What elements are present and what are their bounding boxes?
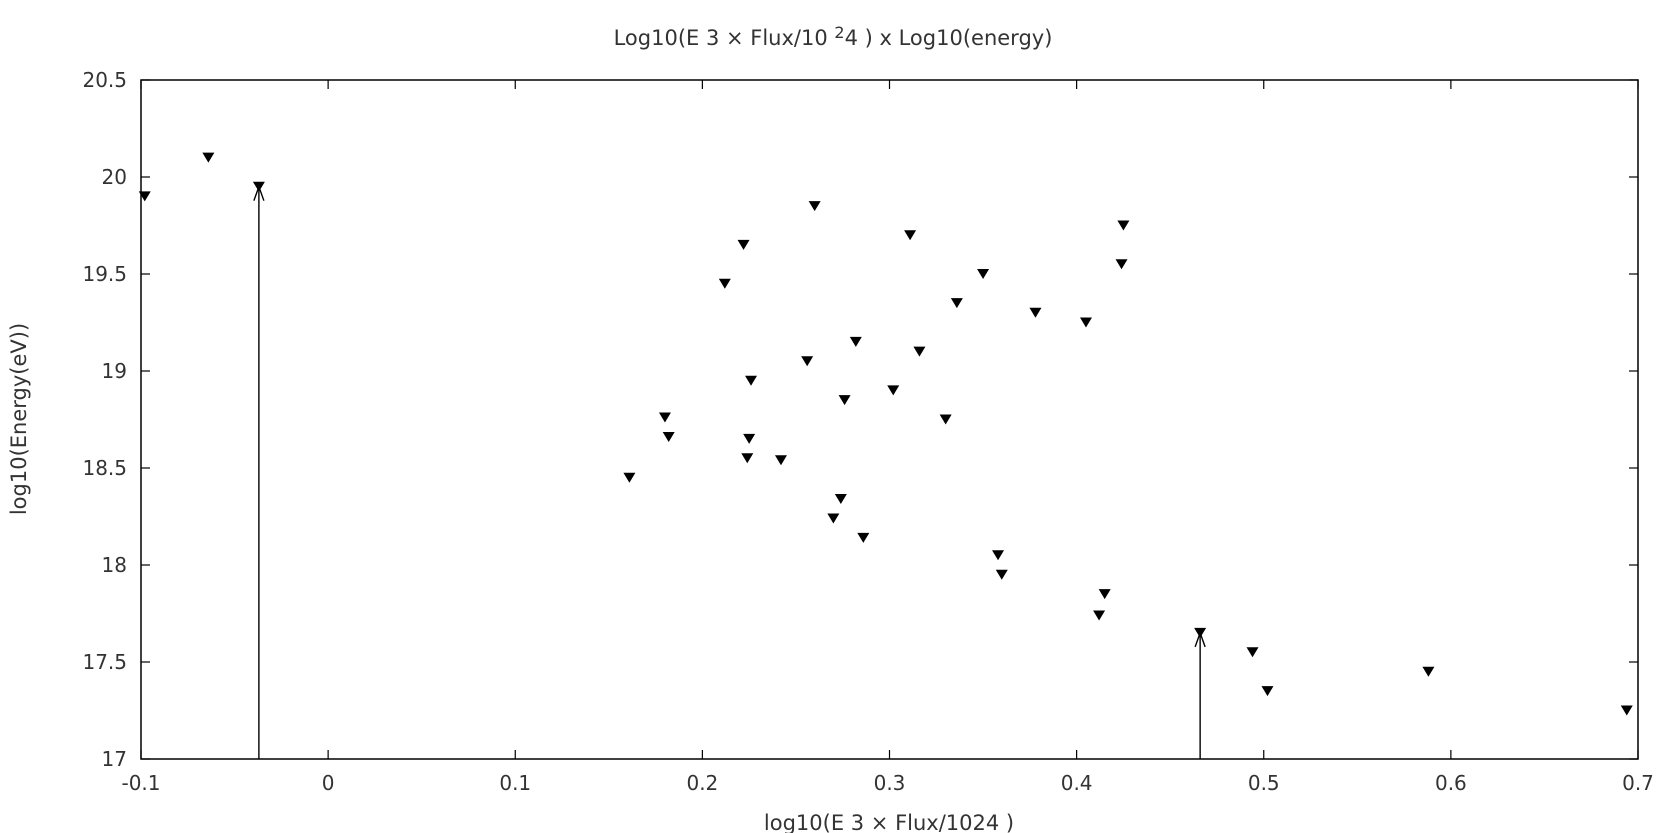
data-point xyxy=(904,230,917,241)
data-point xyxy=(138,191,151,202)
data-point xyxy=(977,269,990,279)
data-point xyxy=(252,181,265,192)
y-tick-label: 17 xyxy=(102,747,127,771)
data-point xyxy=(1620,705,1633,716)
data-point xyxy=(992,550,1005,561)
y-tick-label: 20.5 xyxy=(82,68,127,92)
y-tick-label: 19.5 xyxy=(82,262,127,286)
data-point xyxy=(950,298,963,309)
data-point xyxy=(1029,307,1042,318)
data-point xyxy=(741,453,754,464)
data-point xyxy=(1117,220,1130,231)
data-point xyxy=(658,412,671,423)
data-point xyxy=(745,375,758,386)
data-point xyxy=(808,201,821,212)
data-point xyxy=(743,433,756,444)
chart-title-post: 4 ) x Log10(energy) xyxy=(845,26,1053,50)
data-point xyxy=(857,532,870,543)
data-point xyxy=(1422,666,1435,677)
y-tick-label: 17.5 xyxy=(82,650,127,674)
y-tick-label: 19 xyxy=(102,359,127,383)
x-axis: -0.1 0 0.1 0.2 0.3 0.4 0.5 0.6 0.7 xyxy=(121,80,1654,795)
data-point xyxy=(737,239,750,250)
data-point xyxy=(623,472,636,483)
y-axis-label: log10(Energy(eV)) xyxy=(7,323,31,515)
data-point xyxy=(801,356,814,367)
data-point xyxy=(662,431,675,442)
plot-area-frame xyxy=(140,79,1639,760)
data-point xyxy=(1079,317,1092,328)
x-tick-label: 0.6 xyxy=(1435,771,1467,795)
data-point xyxy=(913,346,926,357)
x-tick-label: 0.5 xyxy=(1248,771,1280,795)
x-tick-label: 0.3 xyxy=(874,771,906,795)
chart-title-pre: Log10(E 3 × Flux/10 xyxy=(614,26,835,50)
chart-title: Log10(E 3 × Flux/10 24 ) x Log10(energy) xyxy=(614,23,1053,50)
data-point xyxy=(939,414,952,425)
data-point xyxy=(1261,686,1274,697)
y-tick-label: 18.5 xyxy=(82,456,127,480)
x-tick-label: 0.7 xyxy=(1622,771,1654,795)
upper-limit-arrows xyxy=(253,184,1206,759)
chart-title-sup: 2 xyxy=(834,23,844,42)
data-point xyxy=(827,513,840,524)
data-point xyxy=(887,385,900,396)
x-tick-label: 0 xyxy=(322,771,335,795)
data-point xyxy=(202,152,215,163)
x-tick-label: 0.1 xyxy=(499,771,531,795)
data-point xyxy=(838,395,851,406)
x-tick-label: 0.2 xyxy=(686,771,718,795)
data-point xyxy=(1098,589,1111,600)
data-point xyxy=(849,336,862,347)
data-point xyxy=(774,455,787,466)
data-point xyxy=(995,569,1008,580)
data-points xyxy=(138,152,1633,716)
y-tick-label: 20 xyxy=(102,165,127,189)
data-point xyxy=(1115,259,1128,270)
x-axis-label: log10(E 3 × Flux/1024 ) xyxy=(764,811,1014,833)
x-tick-label: 0.4 xyxy=(1061,771,1093,795)
data-point xyxy=(1246,647,1259,658)
data-point xyxy=(718,278,731,289)
x-tick-label: -0.1 xyxy=(121,771,160,795)
data-point xyxy=(834,494,847,505)
data-point xyxy=(1194,627,1207,638)
y-tick-label: 18 xyxy=(102,553,127,577)
data-point xyxy=(1093,610,1106,621)
y-axis: 17 17.5 18 18.5 19 19.5 20 20.5 xyxy=(82,68,1638,771)
